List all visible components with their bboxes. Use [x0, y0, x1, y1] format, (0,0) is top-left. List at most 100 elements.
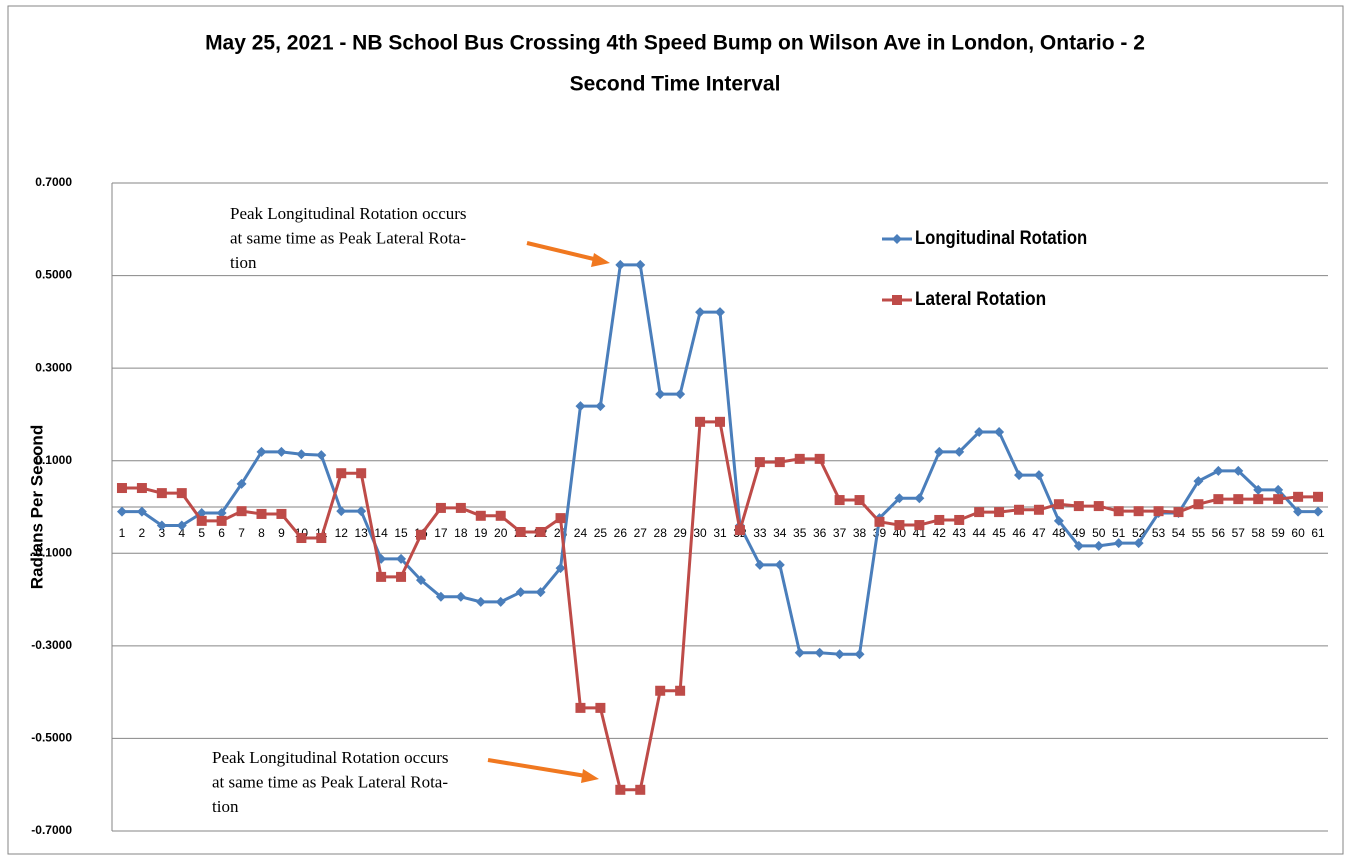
marker [1014, 470, 1025, 481]
marker [595, 702, 606, 713]
marker [1293, 491, 1304, 502]
x-tick-label: 19 [474, 526, 488, 540]
marker [655, 685, 666, 696]
marker [734, 525, 745, 536]
annotation: tion [230, 253, 257, 272]
annotation: at same time as Peak Lateral Rota- [230, 228, 466, 247]
x-tick-label: 12 [335, 526, 349, 540]
marker [994, 427, 1005, 438]
x-tick-label: 25 [594, 526, 608, 540]
marker [695, 307, 706, 318]
marker [475, 596, 486, 607]
marker [934, 446, 945, 457]
marker [1093, 540, 1104, 551]
marker [894, 520, 905, 531]
x-tick-label: 56 [1212, 526, 1226, 540]
marker [296, 449, 307, 460]
marker [794, 453, 805, 464]
marker [276, 446, 287, 457]
marker [695, 416, 706, 427]
x-tick-label: 42 [933, 526, 947, 540]
marker [814, 647, 825, 658]
marker [754, 457, 765, 468]
marker [116, 506, 127, 517]
marker [415, 529, 426, 540]
x-tick-label: 47 [1032, 526, 1046, 540]
marker [256, 446, 267, 457]
marker [236, 478, 247, 489]
y-tick-label: -0.5000 [31, 731, 72, 745]
x-tick-label: 37 [833, 526, 847, 540]
legend-label: Longitudinal Rotation [915, 228, 1087, 249]
annotation: Peak Longitudinal Rotation occurs [212, 748, 449, 767]
marker [435, 591, 446, 602]
x-tick-label: 38 [853, 526, 867, 540]
marker [156, 520, 167, 531]
x-tick-label: 49 [1072, 526, 1086, 540]
marker [974, 507, 985, 518]
x-tick-label: 29 [673, 526, 687, 540]
x-tick-label: 18 [454, 526, 468, 540]
x-tick-label: 43 [953, 526, 967, 540]
marker [1213, 494, 1224, 505]
annotation: tion [212, 797, 239, 816]
x-tick-label: 46 [1012, 526, 1026, 540]
y-tick-label: -0.3000 [31, 638, 72, 652]
marker [396, 571, 407, 582]
marker [994, 507, 1005, 518]
marker [136, 506, 147, 517]
marker [834, 649, 845, 660]
x-tick-label: 1 [119, 526, 126, 540]
marker [495, 596, 506, 607]
marker [655, 389, 666, 400]
marker [316, 450, 327, 461]
marker [615, 259, 626, 270]
x-tick-label: 13 [355, 526, 369, 540]
marker [1313, 506, 1324, 517]
marker [495, 510, 506, 521]
marker [575, 401, 586, 412]
marker [715, 416, 725, 427]
marker [515, 526, 526, 537]
marker [1073, 501, 1084, 512]
marker [892, 234, 902, 244]
x-tick-label: 2 [139, 526, 146, 540]
marker [1133, 506, 1144, 517]
x-tick-label: 57 [1232, 526, 1246, 540]
legend-label: Lateral Rotation [915, 289, 1046, 310]
x-tick-label: 26 [614, 526, 628, 540]
marker [236, 506, 247, 517]
annotation: Peak Longitudinal Rotation occurs [230, 204, 467, 223]
marker [1253, 484, 1264, 495]
marker [116, 483, 127, 494]
x-tick-label: 60 [1291, 526, 1305, 540]
x-tick-label: 55 [1192, 526, 1206, 540]
marker [774, 559, 785, 570]
annotation-arrows [487, 241, 610, 783]
marker [1033, 504, 1044, 515]
marker [635, 259, 646, 270]
x-tick-label: 44 [972, 526, 986, 540]
marker [435, 502, 446, 513]
marker [196, 515, 207, 526]
marker [356, 468, 367, 479]
marker [615, 784, 626, 795]
marker [176, 488, 187, 499]
x-tick-label: 51 [1112, 526, 1126, 540]
marker [1293, 506, 1304, 517]
x-tick-label: 20 [494, 526, 508, 540]
marker [336, 506, 347, 517]
y-tick-label: -0.1000 [31, 545, 72, 559]
marker [535, 587, 546, 598]
marker [954, 514, 965, 525]
x-tick-label: 17 [434, 526, 448, 540]
x-tick-label: 59 [1271, 526, 1285, 540]
marker [914, 493, 925, 504]
marker [455, 502, 466, 513]
x-tick-label: 5 [198, 526, 205, 540]
marker [1133, 538, 1144, 549]
x-tick-label: 4 [178, 526, 185, 540]
marker [1273, 484, 1284, 495]
x-tick-label: 3 [158, 526, 165, 540]
